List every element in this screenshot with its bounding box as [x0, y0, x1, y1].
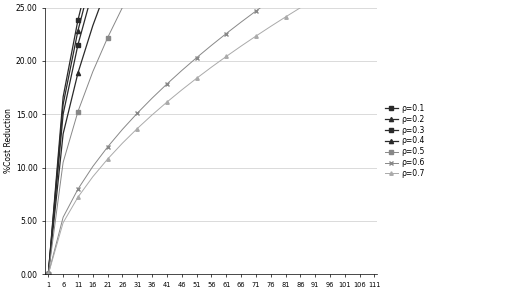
- ρ=0.7: [179, 88, 185, 92]
- ρ=0.5: [104, 36, 111, 39]
- ρ=0.7: [238, 44, 244, 48]
- Line: ρ=0.2: ρ=0.2: [46, 0, 377, 276]
- ρ=0.6: [179, 69, 185, 72]
- ρ=0.3: [45, 272, 51, 276]
- ρ=0.1: [45, 272, 51, 276]
- Y-axis label: %Cost Reduction: %Cost Reduction: [4, 109, 13, 173]
- ρ=0.7: [208, 65, 214, 69]
- Line: ρ=0.3: ρ=0.3: [46, 0, 377, 276]
- ρ=0.7: [119, 141, 126, 145]
- ρ=0.4: [60, 132, 66, 135]
- ρ=0.6: [60, 215, 66, 219]
- ρ=0.1: [60, 95, 66, 99]
- ρ=0.6: [75, 187, 81, 191]
- Line: ρ=0.4: ρ=0.4: [46, 0, 377, 276]
- Legend: ρ=0.1, ρ=0.2, ρ=0.3, ρ=0.4, ρ=0.5, ρ=0.6, ρ=0.7: ρ=0.1, ρ=0.2, ρ=0.3, ρ=0.4, ρ=0.5, ρ=0.6…: [385, 104, 425, 178]
- ρ=0.5: [90, 70, 96, 74]
- ρ=0.3: [60, 112, 66, 116]
- ρ=0.7: [60, 221, 66, 225]
- ρ=0.5: [75, 110, 81, 113]
- ρ=0.7: [282, 15, 289, 19]
- Line: ρ=0.7: ρ=0.7: [47, 0, 376, 276]
- ρ=0.6: [45, 272, 51, 276]
- ρ=0.6: [104, 145, 111, 149]
- ρ=0.7: [223, 55, 230, 58]
- Line: ρ=0.6: ρ=0.6: [46, 0, 377, 276]
- ρ=0.4: [75, 71, 81, 75]
- Line: ρ=0.1: ρ=0.1: [46, 0, 377, 276]
- ρ=0.6: [164, 82, 170, 86]
- ρ=0.7: [134, 127, 140, 130]
- ρ=0.6: [119, 128, 126, 131]
- ρ=0.5: [60, 161, 66, 164]
- ρ=0.3: [75, 43, 81, 46]
- ρ=0.6: [268, 0, 274, 2]
- ρ=0.6: [223, 32, 230, 35]
- ρ=0.7: [253, 34, 259, 38]
- ρ=0.7: [193, 77, 200, 80]
- ρ=0.7: [297, 6, 303, 10]
- ρ=0.7: [268, 25, 274, 28]
- ρ=0.2: [60, 102, 66, 106]
- ρ=0.5: [45, 272, 51, 276]
- ρ=0.6: [253, 9, 259, 13]
- ρ=0.6: [90, 165, 96, 168]
- ρ=0.4: [90, 24, 96, 27]
- ρ=0.7: [164, 100, 170, 104]
- ρ=0.7: [104, 157, 111, 161]
- ρ=0.4: [45, 272, 51, 276]
- ρ=0.6: [193, 56, 200, 60]
- ρ=0.7: [312, 0, 318, 1]
- ρ=0.6: [208, 44, 214, 47]
- ρ=0.7: [90, 175, 96, 178]
- ρ=0.6: [134, 112, 140, 115]
- ρ=0.2: [75, 29, 81, 32]
- ρ=0.7: [149, 113, 155, 117]
- ρ=0.6: [238, 20, 244, 24]
- ρ=0.1: [75, 18, 81, 22]
- ρ=0.7: [75, 195, 81, 199]
- ρ=0.6: [149, 96, 155, 100]
- ρ=0.7: [45, 272, 51, 276]
- ρ=0.5: [119, 6, 126, 9]
- Line: ρ=0.5: ρ=0.5: [47, 0, 376, 276]
- ρ=0.2: [45, 272, 51, 276]
